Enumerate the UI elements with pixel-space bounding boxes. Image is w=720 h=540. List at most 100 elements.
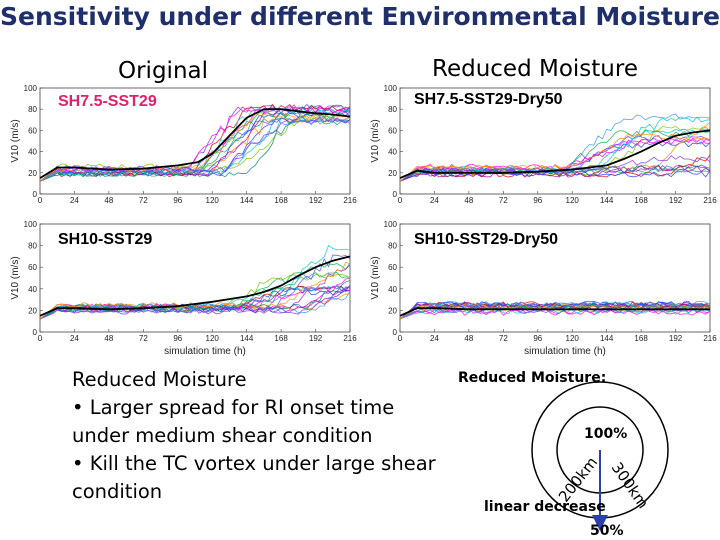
- chart-title: SH7.5-SST29-Dry50: [414, 91, 563, 108]
- x-tick-label: 120: [206, 334, 220, 343]
- x-axis-label: simulation time (h): [524, 346, 606, 357]
- x-tick-label: 48: [464, 196, 473, 205]
- x-tick-label: 168: [274, 196, 288, 205]
- y-tick-label: 80: [28, 242, 37, 251]
- x-tick-label: 168: [634, 196, 648, 205]
- x-tick-label: 192: [669, 196, 683, 205]
- x-tick-label: 96: [173, 196, 182, 205]
- x-tick-label: 48: [104, 334, 113, 343]
- x-tick-label: 192: [669, 334, 683, 343]
- y-tick-label: 40: [28, 285, 37, 294]
- y-tick-label: 80: [388, 105, 397, 114]
- chart-title: SH10-SST29: [58, 231, 152, 248]
- x-tick-label: 0: [38, 196, 43, 205]
- y-tick-label: 60: [28, 263, 37, 272]
- chart-sh75-sst29-dry50: 0 24 48 72 96 120 144 168 192 216 0 20 40 60 80 100 V10 …: [370, 84, 717, 205]
- x-tick-label: 96: [173, 334, 182, 343]
- x-tick-label: 48: [104, 196, 113, 205]
- label-linear-decrease: linear decrease: [484, 499, 606, 515]
- x-tick-label: 216: [703, 196, 717, 205]
- ensemble-member-line: [399, 137, 711, 182]
- label-50-percent: 50%: [590, 523, 624, 539]
- x-tick-label: 144: [240, 196, 254, 205]
- x-tick-label: 216: [343, 196, 357, 205]
- y-tick-label: 0: [33, 328, 38, 337]
- ensemble-member-line: [39, 111, 351, 182]
- y-tick-label: 60: [388, 126, 397, 135]
- ensemble-member-line: [39, 285, 351, 320]
- ensemble-member-line: [399, 308, 711, 320]
- mean-series-line: [39, 108, 351, 179]
- y-tick-label: 100: [24, 220, 38, 229]
- x-tick-label: 72: [139, 334, 148, 343]
- x-tick-label: 192: [309, 196, 323, 205]
- x-tick-label: 216: [703, 334, 717, 343]
- label-100-percent: 100%: [584, 426, 627, 442]
- x-tick-label: 144: [600, 334, 614, 343]
- y-tick-label: 20: [28, 306, 37, 315]
- x-tick-label: 120: [206, 196, 220, 205]
- x-tick-label: 24: [70, 334, 79, 343]
- y-tick-label: 100: [384, 220, 398, 229]
- x-tick-label: 24: [70, 196, 79, 205]
- ensemble-member-line: [399, 129, 711, 182]
- x-tick-label: 72: [499, 334, 508, 343]
- x-tick-label: 144: [600, 196, 614, 205]
- x-axis-label: simulation time (h): [164, 346, 246, 357]
- x-tick-label: 0: [398, 196, 403, 205]
- mean-series-line: [39, 255, 351, 317]
- x-tick-label: 96: [533, 196, 542, 205]
- ensemble-member-line: [399, 125, 711, 182]
- x-tick-label: 0: [38, 334, 43, 343]
- y-tick-label: 20: [388, 306, 397, 315]
- ensemble-member-line: [399, 309, 711, 320]
- mean-series-line: [399, 307, 710, 317]
- chart-sh10-sst29-dry50: 0 24 48 72 96 120 144 168 192 216 0 20 40 60 80 100 V10 …: [370, 220, 717, 357]
- ensemble-member-line: [399, 170, 711, 182]
- x-tick-label: 96: [533, 334, 542, 343]
- ensemble-members: [39, 244, 351, 320]
- x-tick-label: 144: [240, 334, 254, 343]
- y-tick-label: 40: [388, 148, 397, 157]
- x-tick-label: 168: [274, 334, 288, 343]
- slide-title: Sensitivity under different Environmenta…: [0, 2, 720, 31]
- y-tick-label: 100: [24, 84, 38, 93]
- chart-title: SH7.5-SST29: [58, 93, 157, 110]
- diagram-title: Reduced Moisture:: [458, 370, 607, 386]
- x-tick-label: 72: [499, 196, 508, 205]
- y-tick-label: 0: [393, 328, 398, 337]
- ensemble-member-line: [399, 116, 711, 182]
- y-tick-label: 0: [393, 190, 398, 199]
- label-200km: 200km: [555, 453, 601, 505]
- ensemble-member-line: [39, 284, 351, 320]
- y-axis-label: V10 (m/s): [10, 119, 21, 162]
- x-tick-label: 168: [634, 334, 648, 343]
- y-tick-label: 100: [384, 84, 398, 93]
- ensemble-member-line: [399, 133, 711, 182]
- chart-sh10-sst29: 0 24 48 72 96 120 144 168 192 216 0 20 40 60 80 100 V10 …: [10, 220, 357, 357]
- x-tick-label: 120: [566, 334, 580, 343]
- x-tick-label: 24: [430, 334, 439, 343]
- y-tick-label: 40: [388, 285, 397, 294]
- ensemble-member-line: [399, 303, 711, 320]
- bullet-line-2: under medium shear condition: [72, 424, 373, 447]
- y-tick-label: 60: [388, 263, 397, 272]
- x-tick-label: 24: [430, 196, 439, 205]
- moisture-reduction-diagram: 100% 200km 300km linear decrease 50%: [484, 381, 669, 539]
- mean-series-line: [399, 129, 711, 179]
- bullet-line-1: • Larger spread for RI onset time: [72, 396, 395, 419]
- y-tick-label: 40: [28, 148, 37, 157]
- ensemble-member-line: [399, 300, 711, 320]
- label-300km: 300km: [608, 459, 653, 512]
- y-tick-label: 20: [388, 169, 397, 178]
- y-tick-label: 20: [28, 169, 37, 178]
- y-tick-label: 60: [28, 126, 37, 135]
- chart-sh75-sst29: 0 24 48 72 96 120 144 168 192 216 0 20 40 60 80 100 V10 …: [10, 84, 357, 205]
- ensemble-member-line: [39, 114, 351, 182]
- x-tick-label: 0: [398, 334, 403, 343]
- y-tick-label: 80: [388, 242, 397, 251]
- y-tick-label: 0: [33, 190, 38, 199]
- y-axis-label: V10 (m/s): [10, 256, 21, 299]
- bullet-line-4: condition: [72, 480, 163, 503]
- x-tick-label: 48: [464, 334, 473, 343]
